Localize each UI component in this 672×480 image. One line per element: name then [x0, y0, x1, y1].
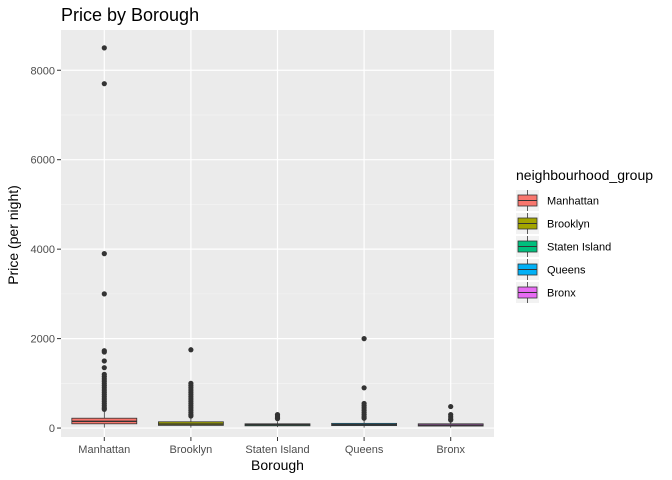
y-tick-label: 4000 [31, 244, 55, 256]
x-tick-label: Brooklyn [170, 444, 213, 456]
outlier-point [188, 413, 194, 419]
outlier-point [101, 406, 107, 412]
outlier-point [101, 81, 107, 87]
y-tick-label: 0 [49, 423, 55, 435]
outlier-point [188, 347, 194, 353]
box-staten-island [244, 412, 311, 428]
legend-item: Brooklyn [516, 213, 590, 234]
outlier-point [101, 349, 107, 355]
x-tick-label: Queens [345, 444, 384, 456]
x-tick-label: Staten Island [245, 444, 309, 456]
x-tick-label: Bronx [436, 444, 465, 456]
outlier-point [361, 385, 367, 391]
y-tick-label: 6000 [31, 155, 55, 167]
y-tick-label: 8000 [31, 65, 55, 77]
outlier-point [101, 291, 107, 297]
legend-label: Bronx [547, 288, 576, 300]
outlier-point [361, 415, 367, 421]
box-brooklyn [158, 347, 224, 428]
x-axis: Manhattan Brooklyn Staten Island Queens Bron… [78, 437, 466, 456]
legend-label: Queens [547, 265, 586, 277]
legend-title: neighbourhood_group [516, 167, 653, 183]
chart-title: Price by Borough [61, 5, 199, 25]
outlier-point [101, 358, 107, 364]
legend-label: Brooklyn [547, 219, 590, 231]
legend-item: Staten Island [516, 236, 611, 257]
box-manhattan [71, 45, 138, 428]
legend-item: Queens [516, 259, 586, 280]
outlier-point [101, 365, 107, 371]
y-tick-label: 2000 [31, 334, 55, 346]
outlier-point [361, 336, 367, 342]
box-bronx [417, 403, 484, 428]
legend-label: Staten Island [547, 242, 611, 254]
outlier-point [101, 45, 107, 51]
outlier-point [274, 416, 281, 422]
legend-item: Manhattan [516, 190, 599, 211]
x-axis-title: Borough [251, 457, 304, 473]
box-series [71, 45, 484, 428]
x-tick-label: Manhattan [78, 444, 130, 456]
outlier-point [448, 417, 454, 423]
legend: neighbourhood_group Manhattan Brooklyn Sta… [516, 167, 653, 303]
box-queens [331, 336, 397, 428]
legend-item: Bronx [516, 282, 576, 303]
outlier-point [448, 403, 454, 410]
y-axis: 0 2000 4000 6000 8000 [31, 65, 61, 435]
legend-label: Manhattan [547, 196, 599, 208]
y-axis-title: Price (per night) [5, 185, 21, 285]
outlier-point [101, 251, 107, 257]
